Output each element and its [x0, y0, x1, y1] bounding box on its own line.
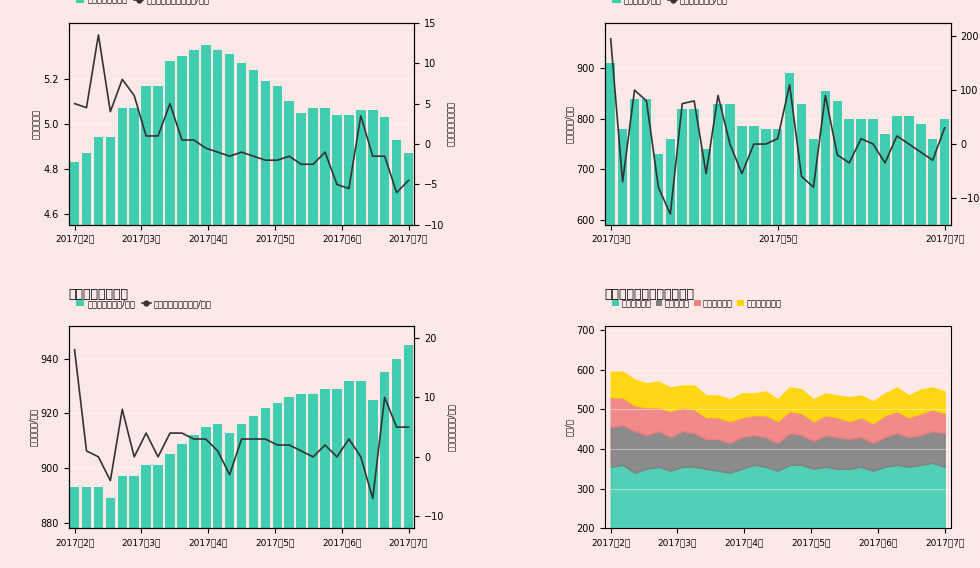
Bar — [177, 56, 186, 568]
Bar — [201, 45, 211, 568]
Bar — [81, 153, 91, 568]
Bar — [296, 112, 306, 568]
Bar — [166, 61, 174, 568]
Bar — [617, 129, 627, 523]
Bar — [737, 126, 747, 523]
Legend: 当周库存（亿桶）, 当周库存变化（百万桶/日）: 当周库存（亿桶）, 当周库存变化（百万桶/日） — [73, 0, 213, 8]
Bar — [749, 126, 759, 523]
Bar — [677, 108, 687, 523]
Bar — [368, 110, 377, 568]
Bar — [905, 116, 913, 523]
Y-axis label: 万桶/日: 万桶/日 — [564, 418, 573, 436]
Bar — [129, 108, 139, 568]
Bar — [725, 103, 735, 523]
Bar — [189, 49, 199, 568]
Bar — [356, 110, 366, 568]
Bar — [928, 139, 938, 523]
Bar — [213, 424, 222, 568]
Bar — [880, 134, 890, 523]
Y-axis label: 产量（万桶/日）: 产量（万桶/日） — [28, 408, 37, 446]
Text: 美国当周原油进口（国别）: 美国当周原油进口（国别） — [605, 288, 695, 301]
Bar — [177, 444, 186, 568]
Bar — [689, 108, 699, 523]
Bar — [296, 394, 306, 568]
Bar — [237, 63, 246, 568]
Bar — [261, 408, 270, 568]
Legend: 当周产量（万桶/日）, 当周产量变化（万桶/日）: 当周产量（万桶/日）, 当周产量变化（万桶/日） — [73, 296, 216, 311]
Bar — [892, 116, 902, 523]
Y-axis label: 库存变化（百万桶）: 库存变化（百万桶） — [447, 101, 457, 147]
Bar — [344, 381, 354, 568]
Bar — [773, 129, 782, 523]
Bar — [332, 115, 342, 568]
Bar — [249, 416, 259, 568]
Bar — [606, 63, 615, 523]
Bar — [392, 359, 402, 568]
Bar — [141, 86, 151, 568]
Bar — [272, 86, 282, 568]
Legend: 加拿大进口量, 沙特进口量, 墨西哥进口量, 委内瑞拉进口量: 加拿大进口量, 沙特进口量, 墨西哥进口量, 委内瑞拉进口量 — [609, 296, 785, 311]
Bar — [272, 403, 282, 568]
Bar — [702, 149, 710, 523]
Bar — [94, 487, 103, 568]
Bar — [129, 477, 139, 568]
Bar — [153, 86, 163, 568]
Bar — [654, 154, 663, 523]
Bar — [166, 454, 174, 568]
Bar — [153, 465, 163, 568]
Bar — [404, 153, 414, 568]
Y-axis label: 库存（亿桶）: 库存（亿桶） — [31, 109, 40, 139]
Bar — [916, 124, 925, 523]
Bar — [785, 73, 795, 523]
Y-axis label: 产量变化（万桶/日）: 产量变化（万桶/日） — [447, 403, 457, 451]
Bar — [344, 115, 354, 568]
Bar — [380, 373, 389, 568]
Bar — [857, 119, 866, 523]
Bar — [284, 397, 294, 568]
Bar — [201, 427, 211, 568]
Bar — [249, 70, 259, 568]
Bar — [118, 108, 127, 568]
Bar — [284, 101, 294, 568]
Bar — [940, 119, 950, 523]
Bar — [224, 54, 234, 568]
Bar — [630, 99, 639, 523]
Bar — [189, 435, 199, 568]
Bar — [309, 108, 318, 568]
Bar — [237, 424, 246, 568]
Bar — [213, 49, 222, 568]
Bar — [368, 400, 377, 568]
Bar — [833, 101, 842, 523]
Text: 美国当周原油产量: 美国当周原油产量 — [69, 288, 128, 301]
Legend: 进口（万桶/日）, 进口变化（万桶/日）: 进口（万桶/日）, 进口变化（万桶/日） — [609, 0, 731, 8]
Bar — [380, 117, 389, 568]
Bar — [70, 162, 79, 568]
Bar — [81, 487, 91, 568]
Bar — [309, 394, 318, 568]
Bar — [224, 433, 234, 568]
Bar — [665, 139, 675, 523]
Bar — [868, 119, 878, 523]
Bar — [70, 487, 79, 568]
Bar — [141, 465, 151, 568]
Bar — [845, 119, 854, 523]
Bar — [713, 103, 723, 523]
Y-axis label: 进口（万桶/日）: 进口（万桶/日） — [564, 105, 573, 143]
Bar — [642, 99, 652, 523]
Bar — [797, 103, 807, 523]
Bar — [320, 389, 330, 568]
Bar — [808, 139, 818, 523]
Bar — [392, 140, 402, 568]
Bar — [94, 137, 103, 568]
Bar — [760, 129, 770, 523]
Bar — [261, 81, 270, 568]
Bar — [106, 498, 115, 568]
Bar — [320, 108, 330, 568]
Bar — [118, 477, 127, 568]
Bar — [356, 381, 366, 568]
Bar — [404, 345, 414, 568]
Bar — [820, 91, 830, 523]
Bar — [332, 389, 342, 568]
Bar — [106, 137, 115, 568]
